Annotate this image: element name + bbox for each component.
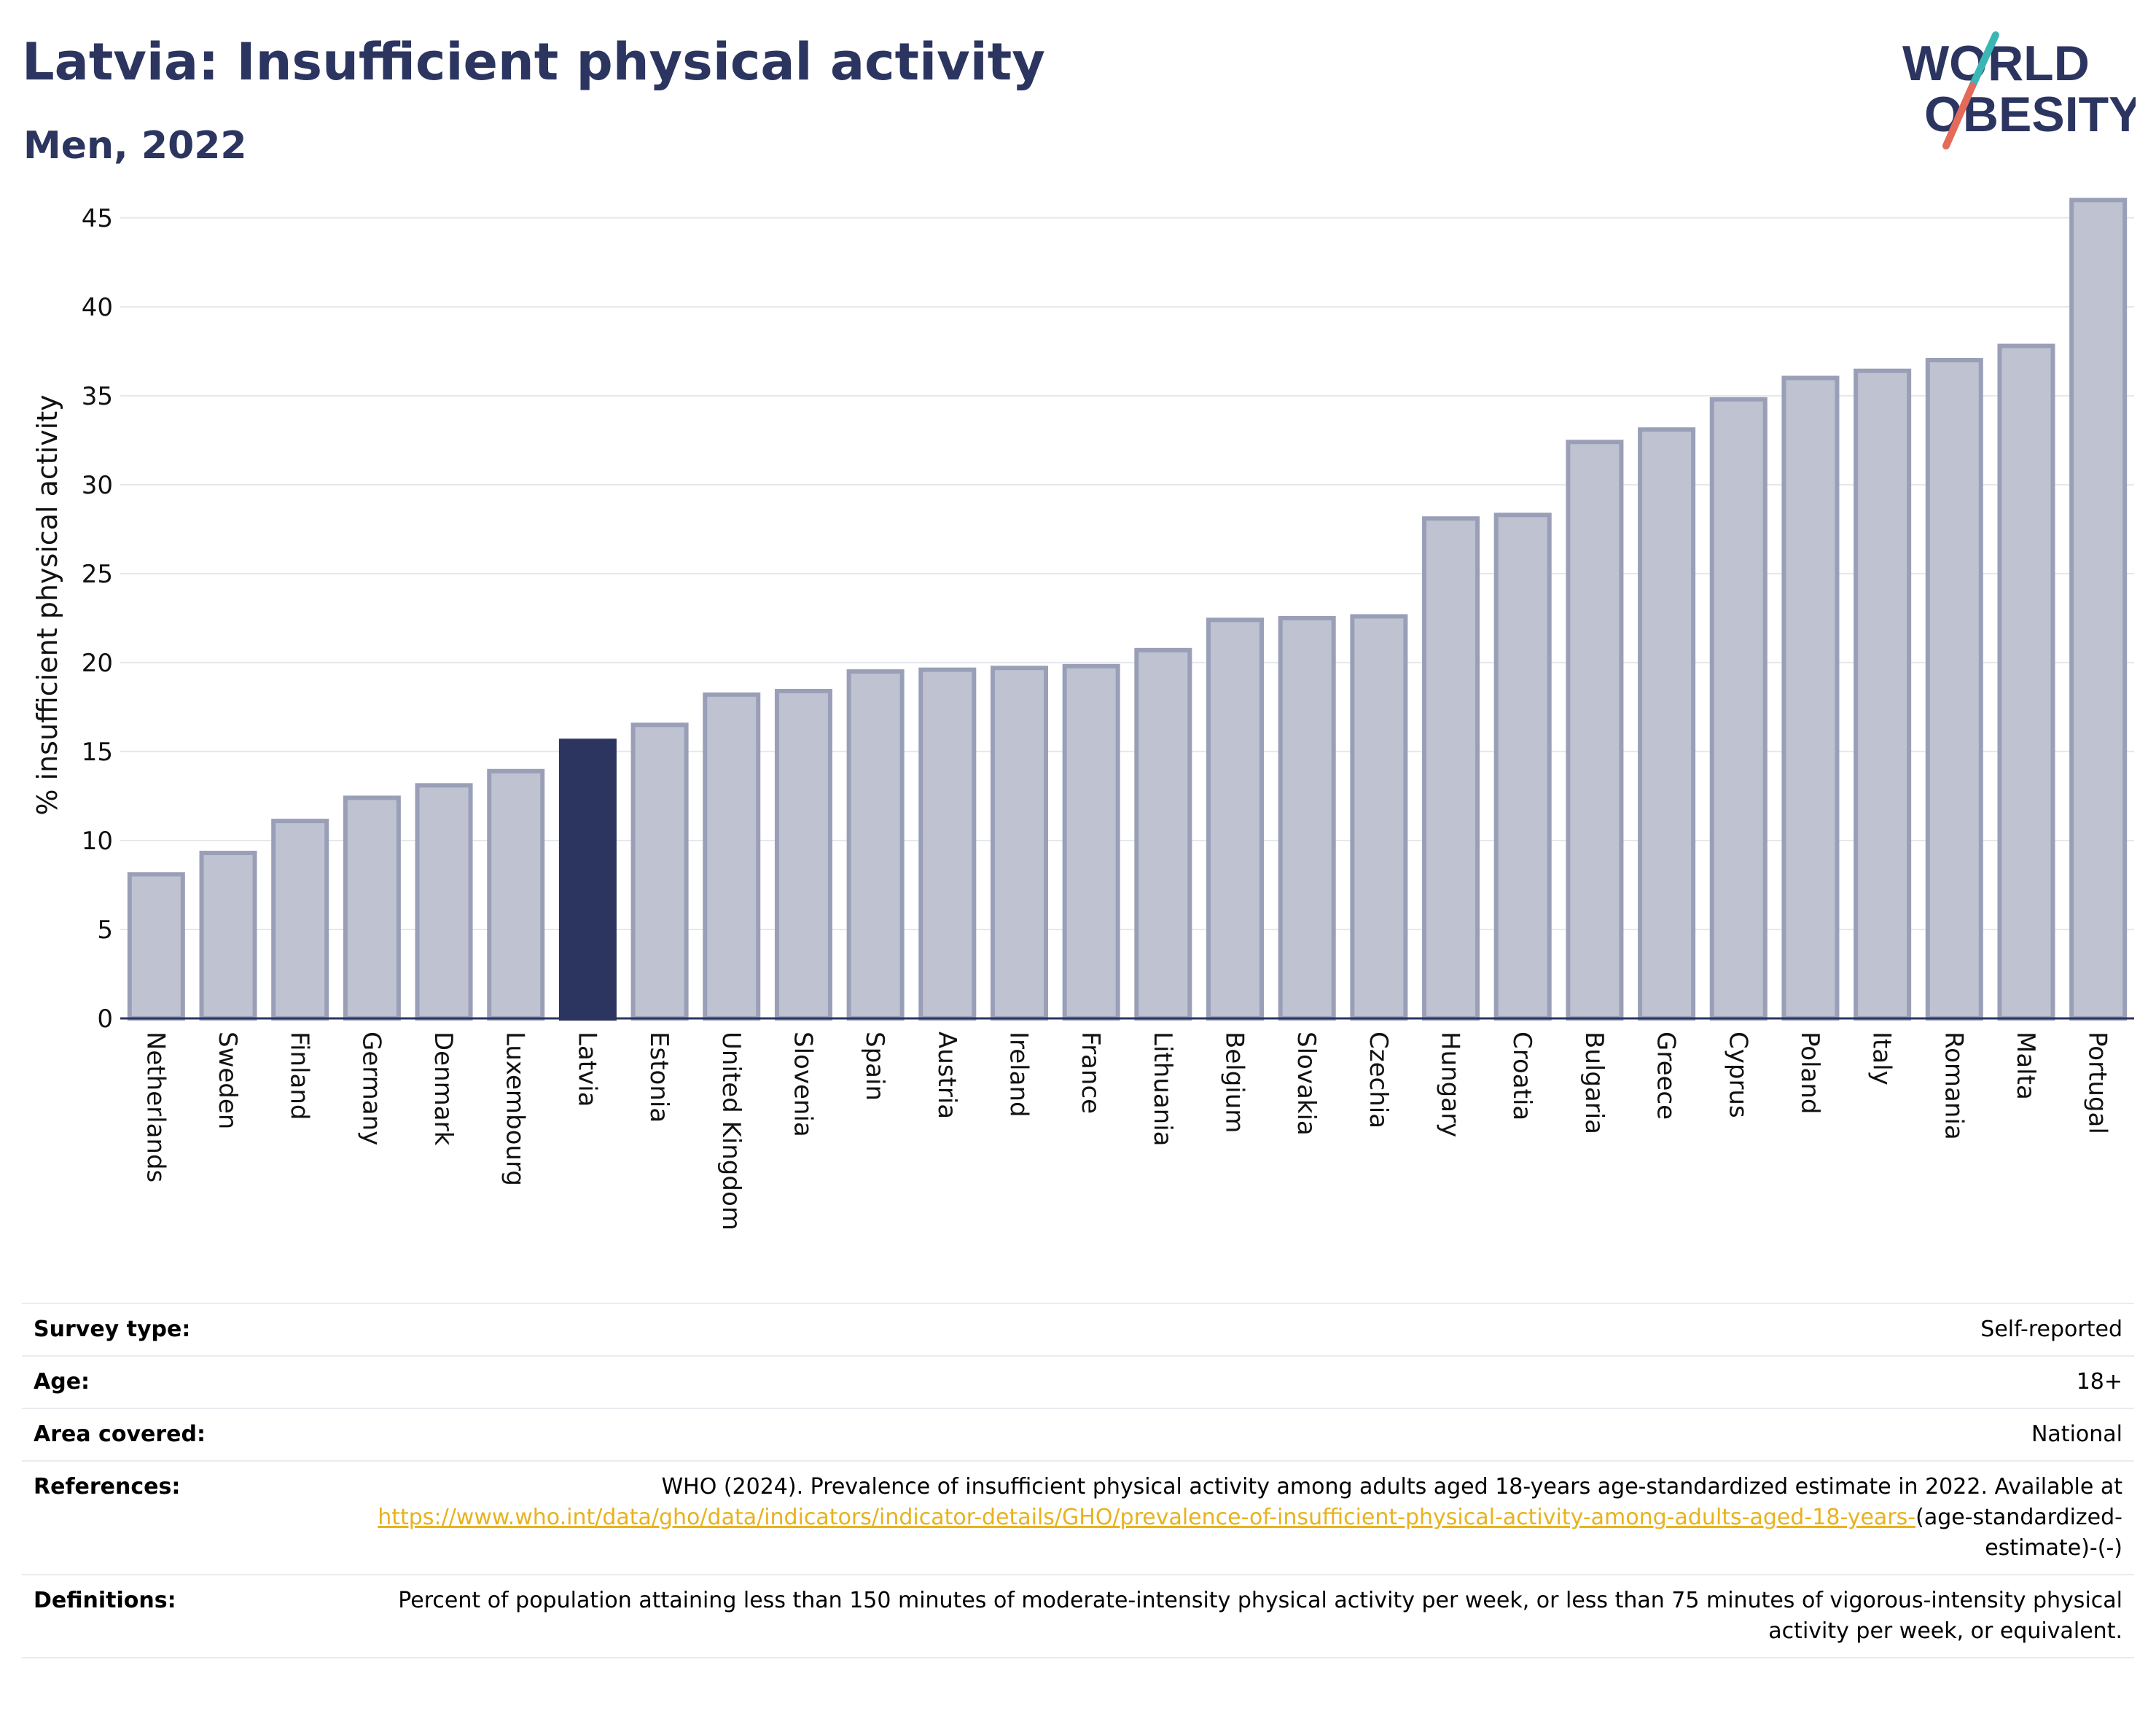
logo-slash-teal bbox=[1969, 31, 1999, 90]
y-tick-label: 45 bbox=[82, 204, 113, 233]
y-tick-label: 15 bbox=[82, 738, 113, 767]
meta-value: WHO (2024). Prevalence of insufficient p… bbox=[337, 1460, 2134, 1575]
bar-belgium bbox=[1206, 617, 1265, 1021]
bar-france bbox=[1062, 663, 1120, 1021]
x-tick-label: Netherlands bbox=[141, 1032, 170, 1182]
world-obesity-logo: WORLD OBESITY bbox=[1902, 31, 2136, 149]
bar-ireland bbox=[990, 666, 1048, 1021]
meta-row-area: Area covered: National bbox=[22, 1408, 2134, 1461]
x-tick-label: Finland bbox=[285, 1032, 314, 1120]
y-tick-label: 25 bbox=[82, 560, 113, 589]
x-tick-label: United Kingdom bbox=[716, 1032, 746, 1231]
bar-cyprus bbox=[1709, 397, 1768, 1021]
meta-label: Age: bbox=[22, 1355, 337, 1408]
logo-line1: WORLD bbox=[1902, 36, 2090, 91]
bar-italy bbox=[1854, 368, 1912, 1021]
bar-spain bbox=[846, 669, 905, 1021]
y-tick-label: 35 bbox=[82, 382, 113, 411]
logo-slash-red bbox=[1942, 82, 1976, 149]
meta-value: 18+ bbox=[337, 1355, 2134, 1408]
y-axis-label: % insufficient physical activity bbox=[31, 394, 63, 815]
metadata-table: Survey type: Self-reported Age: 18+ Area… bbox=[22, 1303, 2134, 1658]
bar-denmark bbox=[415, 783, 473, 1021]
reference-link[interactable]: https://www.who.int/data/gho/data/indica… bbox=[378, 1505, 1916, 1530]
x-tick-label: Belgium bbox=[1220, 1032, 1249, 1133]
bar-poland bbox=[1781, 375, 1840, 1021]
bar-malta bbox=[1997, 343, 2055, 1021]
meta-row-survey-type: Survey type: Self-reported bbox=[22, 1303, 2134, 1356]
bar-estonia bbox=[630, 722, 689, 1021]
page-title: Latvia: Insufficient physical activity bbox=[22, 32, 1045, 92]
bar-united-kingdom bbox=[703, 692, 761, 1021]
reference-suffix: (age-standardized-estimate)-(-) bbox=[1915, 1505, 2122, 1561]
bar-croatia bbox=[1493, 512, 1552, 1021]
bar-sweden bbox=[199, 851, 257, 1021]
bar-chart: 0 5 10 15 20 25 30 35 40 45 Netherlands Sweden Finl… bbox=[31, 198, 2134, 1231]
x-tick-label: Denmark bbox=[429, 1032, 458, 1146]
x-tick-label: Malta bbox=[2011, 1032, 2040, 1100]
x-tick-label: Cyprus bbox=[1723, 1032, 1752, 1118]
bar-germany bbox=[343, 795, 401, 1021]
meta-row-definitions: Definitions: Percent of population attai… bbox=[22, 1574, 2134, 1658]
x-tick-label: Poland bbox=[1795, 1032, 1824, 1115]
bar-romania bbox=[1925, 358, 1983, 1021]
x-tick-label: Ireland bbox=[1004, 1032, 1033, 1118]
meta-label: Definitions: bbox=[22, 1574, 337, 1658]
bar-luxembourg bbox=[487, 768, 545, 1021]
x-axis-ticks: Netherlands Sweden Finland Germany Denmark Lu… bbox=[141, 1032, 2112, 1231]
x-tick-label: Sweden bbox=[213, 1032, 242, 1129]
bar-slovakia bbox=[1278, 615, 1336, 1021]
x-tick-label: Bulgaria bbox=[1579, 1032, 1609, 1134]
y-tick-label: 20 bbox=[82, 649, 113, 678]
meta-value: Self-reported bbox=[337, 1303, 2134, 1356]
bar-bulgaria bbox=[1566, 440, 1624, 1021]
meta-label: Area covered: bbox=[22, 1408, 337, 1461]
y-tick-label: 0 bbox=[97, 1005, 113, 1034]
x-tick-label: Slovakia bbox=[1292, 1032, 1321, 1136]
x-tick-label: Luxembourg bbox=[501, 1032, 530, 1186]
bar-austria bbox=[918, 667, 977, 1021]
x-tick-label: Austria bbox=[932, 1032, 961, 1119]
x-tick-label: Germany bbox=[356, 1032, 386, 1145]
x-tick-label: Greece bbox=[1652, 1032, 1681, 1120]
x-tick-label: Romania bbox=[1939, 1032, 1968, 1140]
y-tick-label: 10 bbox=[82, 827, 113, 856]
x-tick-label: Hungary bbox=[1436, 1032, 1465, 1137]
x-tick-label: Italy bbox=[1867, 1032, 1897, 1085]
x-tick-label: Spain bbox=[860, 1032, 889, 1101]
x-tick-label: Portugal bbox=[2083, 1032, 2112, 1134]
y-tick-label: 5 bbox=[97, 916, 113, 945]
reference-text: WHO (2024). Prevalence of insufficient p… bbox=[661, 1474, 2122, 1500]
x-tick-label: Slovenia bbox=[788, 1032, 817, 1137]
bar-hungary bbox=[1422, 516, 1480, 1021]
meta-row-references: References: WHO (2024). Prevalence of in… bbox=[22, 1460, 2134, 1575]
meta-label: Survey type: bbox=[22, 1303, 337, 1356]
bar-portugal bbox=[2069, 198, 2128, 1021]
meta-value: National bbox=[337, 1408, 2134, 1461]
x-tick-label: Latvia bbox=[572, 1032, 601, 1107]
x-tick-label: Estonia bbox=[644, 1032, 673, 1123]
bars bbox=[127, 198, 2128, 1021]
bar-slovenia bbox=[774, 688, 832, 1021]
x-tick-label: France bbox=[1076, 1032, 1105, 1114]
bar-finland bbox=[271, 819, 329, 1021]
x-tick-label: Croatia bbox=[1507, 1032, 1536, 1120]
page-subtitle: Men, 2022 bbox=[23, 124, 247, 168]
bar-greece bbox=[1638, 427, 1696, 1021]
meta-label: References: bbox=[22, 1460, 337, 1575]
bar-czechia bbox=[1350, 614, 1408, 1021]
bar-latvia bbox=[558, 738, 617, 1021]
x-tick-label: Lithuania bbox=[1148, 1032, 1177, 1146]
bar-netherlands bbox=[127, 872, 185, 1021]
y-axis-ticks: 0 5 10 15 20 25 30 35 40 45 bbox=[82, 204, 113, 1034]
meta-value: Percent of population attaining less tha… bbox=[337, 1574, 2134, 1658]
y-tick-label: 40 bbox=[82, 293, 113, 322]
bar-lithuania bbox=[1134, 647, 1192, 1021]
y-tick-label: 30 bbox=[82, 471, 113, 500]
meta-row-age: Age: 18+ bbox=[22, 1355, 2134, 1408]
x-tick-label: Czechia bbox=[1364, 1032, 1393, 1128]
